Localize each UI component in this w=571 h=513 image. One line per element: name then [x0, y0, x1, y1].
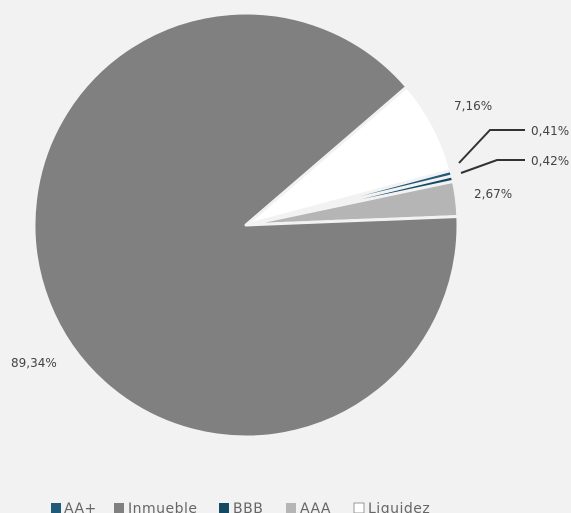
legend-label-aa-plus: AA+: [64, 501, 97, 513]
leader-line-bbb: [460, 159, 525, 174]
leader-lines: [458, 129, 525, 174]
legend-swatch-aaa: [286, 503, 296, 513]
legend-label-liquidez: Liquidez: [368, 501, 430, 513]
legend-label-bbb: BBB: [233, 501, 263, 513]
data-label-aa-plus: 0,41%: [531, 124, 569, 138]
pie-slice-inmueble: [32, 11, 460, 439]
legend-label-inmueble: Inmueble: [128, 501, 198, 513]
legend-swatch-inmueble: [114, 503, 124, 513]
data-label-inmueble: 89,34%: [11, 356, 57, 370]
legend-label-aaa: AAA: [300, 501, 331, 513]
legend-swatch-aa-plus: [51, 503, 61, 513]
leader-line-aa-plus: [458, 129, 525, 164]
data-label-liquidez: 7,16%: [454, 99, 492, 113]
legend-swatch-bbb: [219, 503, 229, 513]
data-label-bbb: 0,42%: [531, 154, 569, 168]
legend: AA+ Inmueble BBB AAA Liquidez: [51, 501, 430, 513]
legend-swatch-liquidez: [353, 502, 365, 513]
data-label-aaa: 2,67%: [474, 187, 512, 201]
pie-slices: [32, 11, 460, 439]
